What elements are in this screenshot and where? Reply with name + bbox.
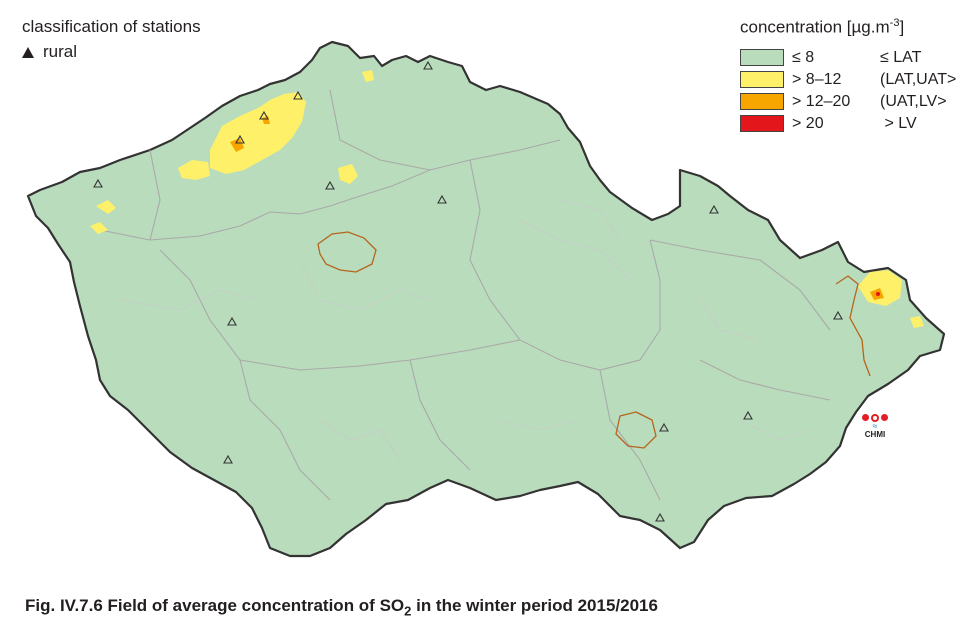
legend-item: > 20 > LV [740,113,956,135]
country-area [26,40,946,558]
legend-range: ≤ 8 [792,48,815,66]
legend-assessment: ≤ LAT [880,48,922,66]
zone-above-20 [876,292,880,296]
legend-assessment: (LAT,UAT> [880,70,957,88]
region-boundaries [99,89,831,501]
rural-label: rural [43,42,78,61]
district-boundaries [119,199,811,461]
legend-swatch [740,49,784,67]
legend-range: > 12–20 [792,92,851,110]
figure-caption: Fig. IV.7.6 Field of average concentrati… [25,596,658,619]
stations-title: classification of stations [22,17,201,36]
legend-assessment: (UAT,LV> [880,92,947,110]
logo-text: CHMI [864,430,886,439]
legend-swatch [740,93,784,111]
chmi-logo: ≈ CHMI [858,414,892,444]
rural-legend-item: rural [22,42,77,62]
concentration-map [26,40,946,558]
triangle-icon [22,46,34,58]
legend-swatch [740,71,784,89]
legend-item: > 12–20 (UAT,LV> [740,91,956,113]
rural-stations [93,60,843,522]
legend-assessment: > LV [880,114,917,132]
legend-range: > 20 [792,114,824,132]
legend-swatch [740,115,784,133]
legend-range: > 8–12 [792,70,842,88]
city-outlines [317,231,871,449]
legend-item: ≤ 8 ≤ LAT [740,47,956,69]
legend-title: concentration [µg.m-3] [740,17,905,37]
legend-item: > 8–12 (LAT,UAT> [740,69,956,91]
concentration-legend: concentration [µg.m-3] ≤ 8 ≤ LAT > 8–12 … [740,17,956,135]
